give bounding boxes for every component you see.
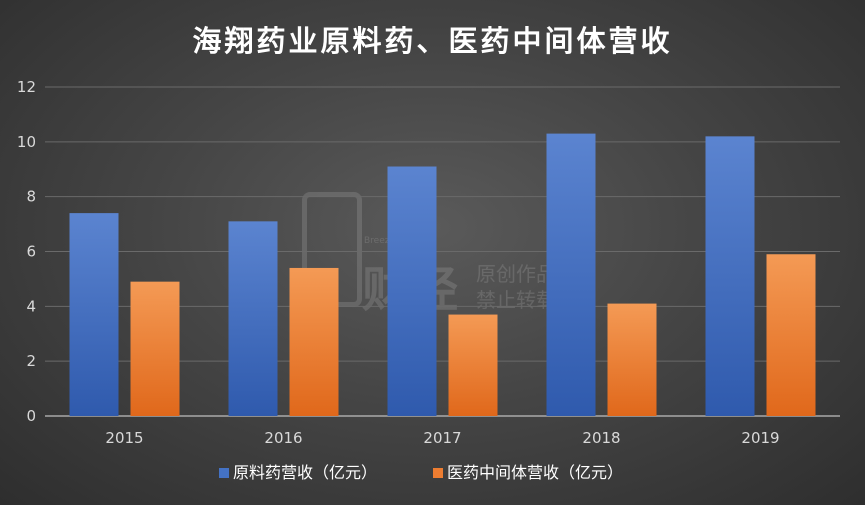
y-tick-label: 0 [26, 407, 36, 425]
bar-series-2-2017 [448, 314, 498, 416]
x-tick-label: 2019 [741, 429, 779, 447]
y-tick-label: 12 [17, 78, 36, 96]
x-tick-label: 2017 [423, 429, 461, 447]
bar-series-1-2016 [228, 221, 278, 416]
x-tick-label: 2018 [582, 429, 620, 447]
watermark-line-1: 原创作品 [476, 262, 556, 286]
bar-series-1-2019 [705, 136, 755, 416]
bar-series-1-2017 [387, 166, 437, 416]
legend-label-series-2: 医药中间体营收（亿元） [447, 463, 623, 482]
y-axis: 0 2 4 6 8 10 12 [17, 78, 36, 425]
bar-series-2-2018 [607, 303, 657, 416]
y-tick-label: 2 [26, 352, 36, 370]
bar-series-1-2015 [69, 213, 119, 416]
y-tick-label: 8 [26, 188, 36, 206]
chart-title: 海翔药业原料药、医药中间体营收 [192, 24, 673, 58]
bar-series-2-2019 [766, 254, 816, 416]
y-tick-label: 4 [26, 297, 36, 315]
y-tick-label: 6 [26, 243, 36, 261]
legend-swatch-series-2 [433, 468, 443, 478]
bar-series-2-2015 [130, 281, 180, 416]
x-axis: 2015 2016 2017 2018 2019 [105, 429, 779, 447]
watermark-line-2: 禁止转载 [476, 288, 556, 312]
legend: 原料药营收（亿元） 医药中间体营收（亿元） [219, 463, 623, 482]
x-tick-label: 2016 [264, 429, 302, 447]
y-tick-label: 10 [17, 133, 36, 151]
x-tick-label: 2015 [105, 429, 143, 447]
bar-series-2-2016 [289, 267, 339, 416]
legend-label-series-1: 原料药营收（亿元） [233, 463, 377, 482]
bars [69, 133, 816, 416]
legend-swatch-series-1 [219, 468, 229, 478]
bar-series-1-2018 [546, 133, 596, 416]
